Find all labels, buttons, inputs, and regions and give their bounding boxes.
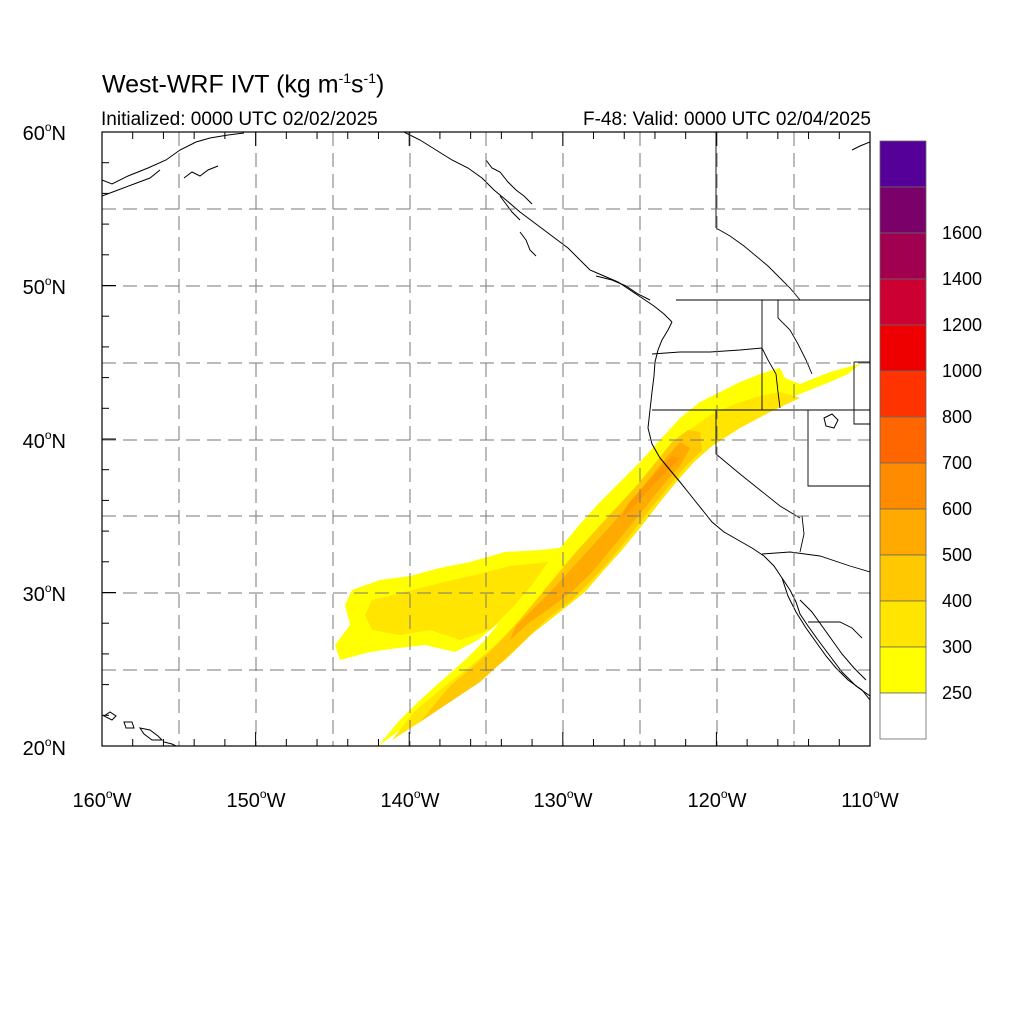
colorbar-swatch xyxy=(879,416,927,464)
colorbar-label: 1400 xyxy=(942,269,982,289)
colorbar-label: 250 xyxy=(942,683,972,703)
colorbar-label: 400 xyxy=(942,591,972,611)
lat-label-60n: 60oN xyxy=(23,120,66,145)
colorbar-label: 600 xyxy=(942,499,972,519)
ivt-field xyxy=(335,364,860,746)
initialized-time: Initialized: 0000 UTC 02/02/2025 xyxy=(101,109,378,130)
colorbar-label: 800 xyxy=(942,407,972,427)
axis-ticks xyxy=(101,131,871,747)
colorbar-swatch xyxy=(879,324,927,372)
lon-label-140w: 140oW xyxy=(381,787,440,812)
colorbar-swatch xyxy=(879,278,927,326)
lat-label-20n: 20oN xyxy=(23,735,66,760)
colorbar-label: 700 xyxy=(942,453,972,473)
colorbar-swatch xyxy=(879,692,927,740)
ivt-main-600 xyxy=(620,456,680,520)
lat-axis-labels: 60oN 50oN 40oN 30oN 20oN xyxy=(23,120,66,760)
colorbar-label: 1600 xyxy=(942,223,982,243)
colorbar-swatch xyxy=(879,370,927,418)
colorbar-swatch xyxy=(879,462,927,510)
political-borders xyxy=(651,132,870,639)
valid-time: F-48: Valid: 0000 UTC 02/04/2025 xyxy=(583,109,871,130)
lon-label-150w: 150oW xyxy=(227,787,286,812)
colorbar-swatch xyxy=(879,186,927,234)
colorbar-label: 1200 xyxy=(942,315,982,335)
lon-label-120w: 120oW xyxy=(688,787,747,812)
graticule xyxy=(102,132,870,746)
lon-label-110w: 110oW xyxy=(841,787,899,812)
colorbar-swatch xyxy=(879,140,927,188)
colorbar-swatch xyxy=(879,646,927,694)
lat-label-30n: 30oN xyxy=(23,581,66,606)
lat-label-40n: 40oN xyxy=(23,428,66,453)
colorbar-label: 300 xyxy=(942,637,972,657)
coastlines xyxy=(102,132,870,746)
colorbar-label: 1000 xyxy=(942,361,982,381)
ivt-branch-300 xyxy=(365,562,548,640)
colorbar: 250 300 400 500 600 700 800 1000 1200 1400 1600 xyxy=(879,140,982,740)
colorbar-swatch xyxy=(879,554,927,602)
colorbar-swatch xyxy=(879,232,927,280)
lon-label-160w: 160oW xyxy=(73,787,132,812)
lon-axis-labels: 160oW 150oW 140oW 130oW 120oW 110oW xyxy=(73,787,899,812)
colorbar-label: 500 xyxy=(942,545,972,565)
lon-label-130w: 130oW xyxy=(534,787,593,812)
map-title: West-WRF IVT (kg m-1s-1) xyxy=(102,70,385,99)
lat-label-50n: 50oN xyxy=(23,274,66,299)
colorbar-swatch xyxy=(879,600,927,648)
colorbar-swatch xyxy=(879,508,927,556)
